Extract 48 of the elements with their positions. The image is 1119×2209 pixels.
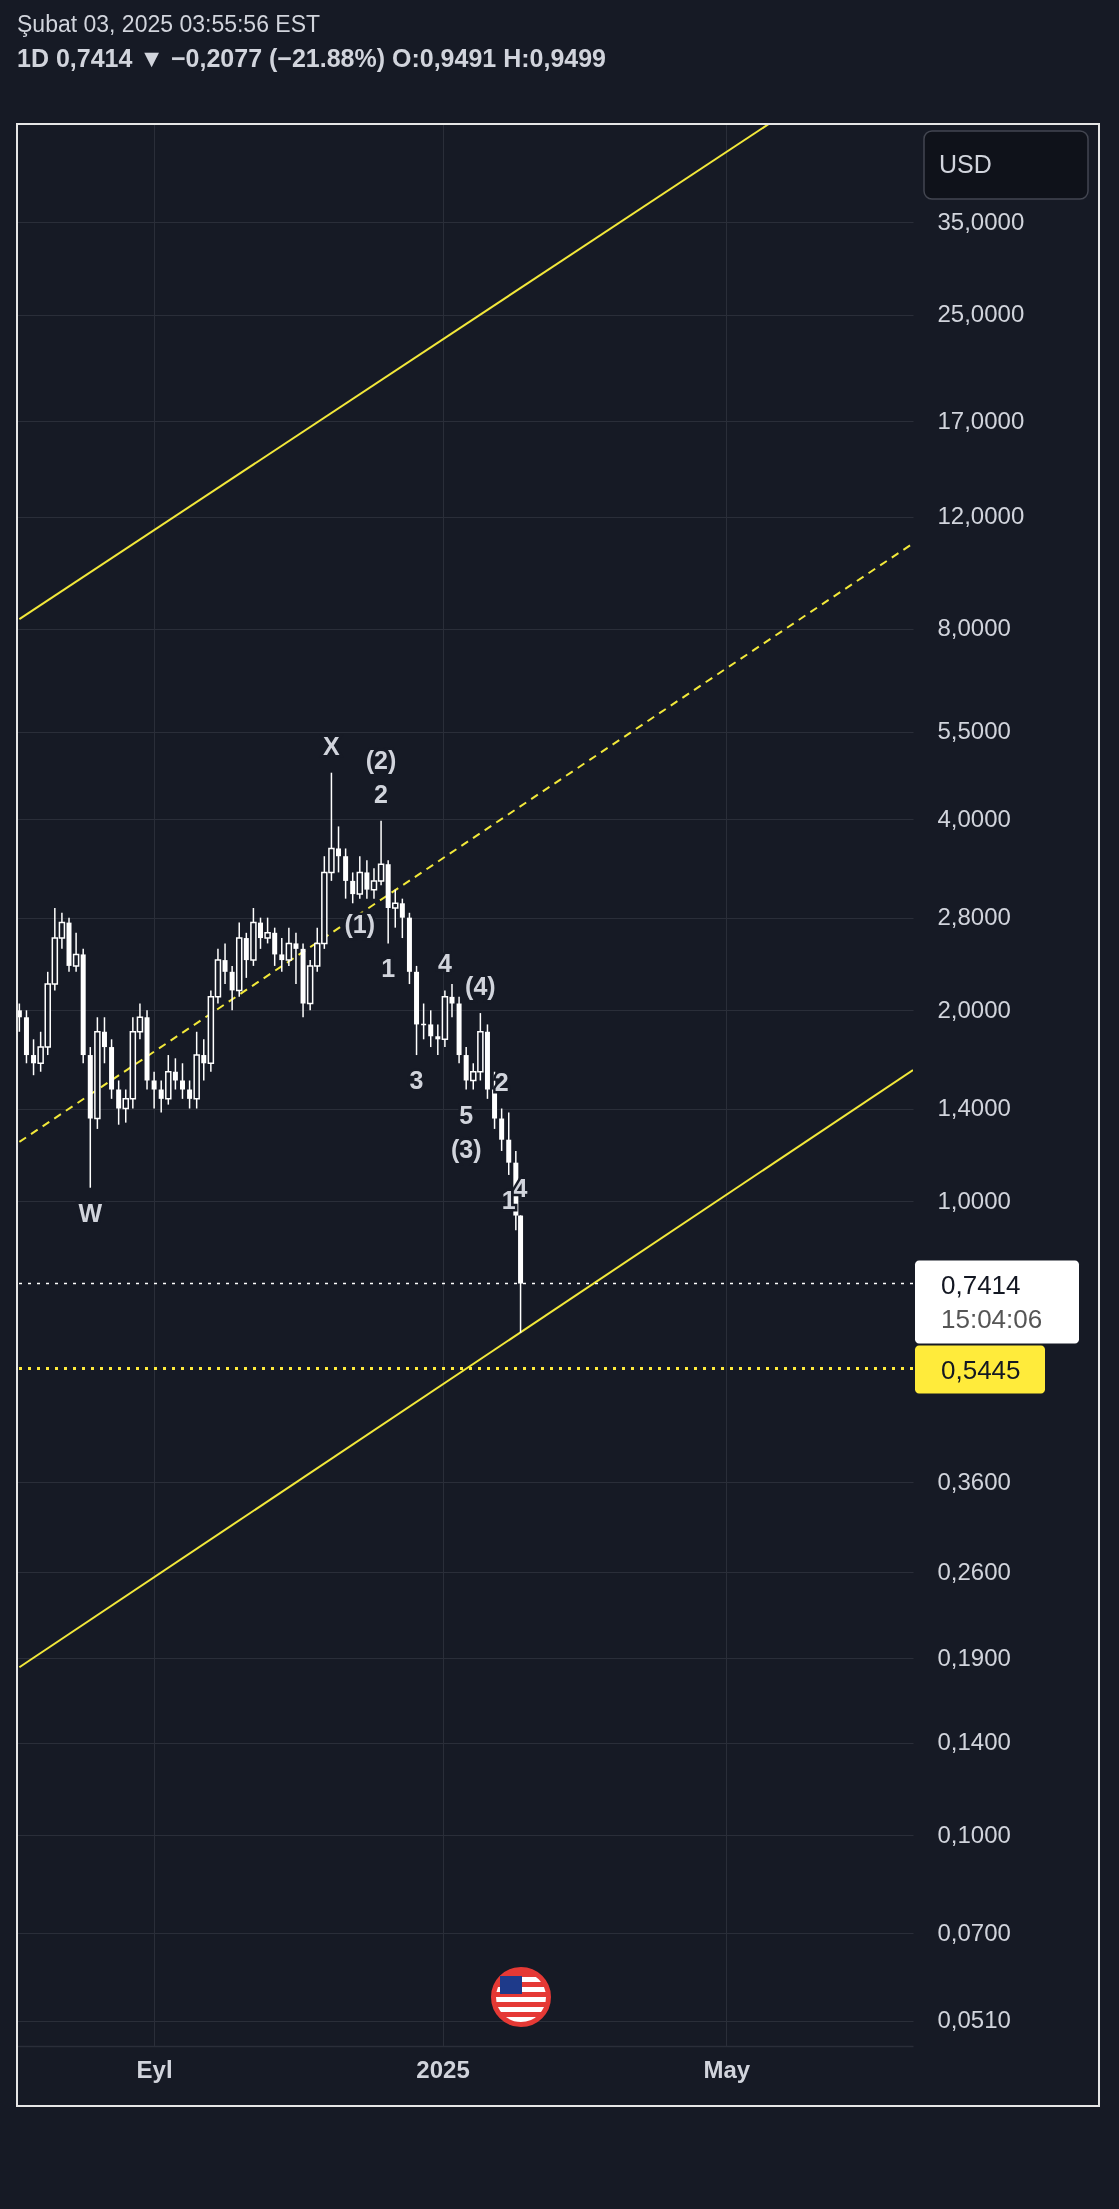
annotation: 2 (374, 779, 389, 808)
annotation: (1) (344, 909, 376, 938)
candlestick (179, 1062, 185, 1100)
y-tick-label: 5,5000 (937, 717, 1011, 745)
candlestick (279, 937, 285, 973)
ref-line-label: 0,7414 (941, 1269, 1021, 1300)
annotation: (4) (465, 972, 496, 1001)
annotation: 3 (409, 1066, 424, 1095)
y-tick-label: 0,0700 (937, 1918, 1011, 1946)
y-tick-label: 0,2600 (937, 1557, 1011, 1585)
y-tick-label: 17,0000 (937, 406, 1025, 434)
y-tick-label: 0,0510 (937, 2006, 1011, 2034)
annotation: X (323, 731, 341, 760)
y-tick-label: 35,0000 (937, 207, 1025, 235)
x-tick-label: 2025 (416, 2055, 470, 2083)
annotation: 4 (437, 949, 452, 978)
x-tick-label: Eyl (136, 2055, 173, 2083)
annotation: 1 (381, 954, 396, 983)
y-tick-label: 2,8000 (937, 903, 1011, 931)
annotation: 5 (459, 1100, 474, 1129)
chart-subtitle: 1D 0,7414 ▼ −0,2077 (−21.88%) O:0,9491 H:0,9499 (17, 44, 607, 72)
annotation: (3) (450, 1134, 482, 1163)
y-tick-label: 25,0000 (937, 300, 1025, 328)
candlestick (151, 1070, 157, 1110)
annotation: W (78, 1198, 103, 1227)
y-tick-label: 12,0000 (937, 502, 1025, 530)
y-tick-label: 1,0000 (937, 1186, 1011, 1214)
text: USD (939, 150, 992, 178)
y-tick-label: 0,1900 (937, 1643, 1011, 1671)
annotation: (2) (365, 745, 397, 774)
y-tick-label: 0,1000 (937, 1820, 1011, 1848)
y-tick-label: 2,0000 (937, 995, 1011, 1023)
candlestick (506, 1111, 512, 1176)
y-tick-label: 4,0000 (937, 804, 1011, 832)
candlestick (499, 1107, 505, 1152)
annotation: 2 (494, 1067, 509, 1096)
candlestick (435, 1023, 441, 1056)
x-tick-label: May (703, 2055, 751, 2083)
y-tick-label: 1,4000 (937, 1094, 1011, 1122)
chart-title: Şubat 03, 2025 03:55:56 EST (17, 11, 321, 37)
candlestick (350, 871, 356, 905)
y-tick-label: 0,3600 (937, 1467, 1011, 1495)
candlestick (428, 1009, 434, 1048)
candlestick (222, 942, 228, 985)
y-tick-label: 0,1400 (937, 1728, 1011, 1756)
ref-line-label: 0,5445 (941, 1354, 1021, 1385)
text: 15:04:06 (941, 1303, 1043, 1334)
y-tick-label: 8,0000 (937, 614, 1011, 642)
